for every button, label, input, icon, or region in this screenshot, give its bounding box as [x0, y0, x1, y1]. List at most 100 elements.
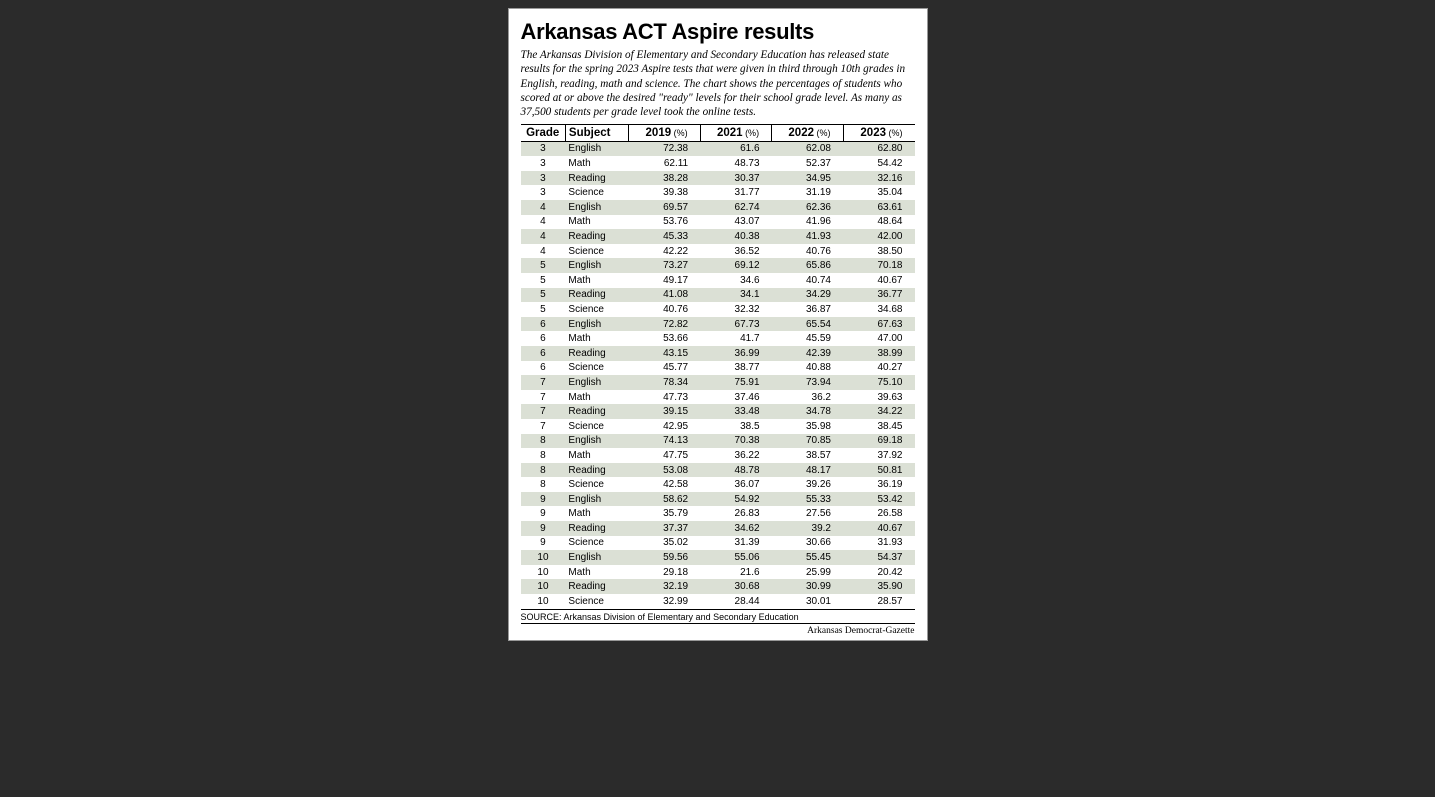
cell-y2022: 65.86 [772, 258, 843, 273]
cell-y2022: 41.93 [772, 229, 843, 244]
cell-y2022: 39.26 [772, 477, 843, 492]
cell-y2021: 75.91 [700, 375, 771, 390]
table-row: 4Math53.7643.0741.9648.64 [521, 215, 915, 230]
column-header-y2021: 2021 (%) [700, 124, 771, 141]
cell-y2023: 48.64 [843, 215, 915, 230]
cell-y2021: 32.32 [700, 302, 771, 317]
cell-y2022: 41.96 [772, 215, 843, 230]
cell-subject: Math [565, 506, 628, 521]
cell-y2019: 72.38 [629, 141, 700, 156]
cell-y2022: 30.66 [772, 536, 843, 551]
cell-y2019: 59.56 [629, 550, 700, 565]
cell-y2023: 42.00 [843, 229, 915, 244]
cell-subject: Science [565, 185, 628, 200]
cell-grade: 6 [521, 361, 566, 376]
cell-y2023: 67.63 [843, 317, 915, 332]
cell-y2021: 34.6 [700, 273, 771, 288]
cell-y2022: 39.2 [772, 521, 843, 536]
cell-y2022: 25.99 [772, 565, 843, 580]
cell-y2021: 21.6 [700, 565, 771, 580]
cell-grade: 6 [521, 331, 566, 346]
cell-y2022: 35.98 [772, 419, 843, 434]
cell-y2022: 34.29 [772, 288, 843, 303]
source-line: SOURCE: Arkansas Division of Elementary … [521, 609, 915, 623]
cell-subject: Science [565, 594, 628, 609]
cell-y2021: 34.1 [700, 288, 771, 303]
cell-y2021: 38.77 [700, 361, 771, 376]
table-row: 8Reading53.0848.7848.1750.81 [521, 463, 915, 478]
cell-y2019: 32.99 [629, 594, 700, 609]
page-subtitle: The Arkansas Division of Elementary and … [521, 48, 915, 120]
table-row: 10Science32.9928.4430.0128.57 [521, 594, 915, 609]
table-row: 3Math62.1148.7352.3754.42 [521, 156, 915, 171]
cell-y2019: 72.82 [629, 317, 700, 332]
cell-grade: 3 [521, 185, 566, 200]
cell-y2019: 47.75 [629, 448, 700, 463]
cell-grade: 8 [521, 434, 566, 449]
cell-y2021: 36.22 [700, 448, 771, 463]
cell-y2023: 36.77 [843, 288, 915, 303]
cell-y2021: 69.12 [700, 258, 771, 273]
cell-y2023: 35.04 [843, 185, 915, 200]
cell-y2021: 31.77 [700, 185, 771, 200]
cell-grade: 4 [521, 215, 566, 230]
cell-subject: English [565, 141, 628, 156]
cell-grade: 9 [521, 521, 566, 536]
cell-y2021: 37.46 [700, 390, 771, 405]
cell-y2021: 30.68 [700, 579, 771, 594]
table-row: 7Science42.9538.535.9838.45 [521, 419, 915, 434]
cell-y2019: 29.18 [629, 565, 700, 580]
cell-y2022: 34.95 [772, 171, 843, 186]
cell-grade: 7 [521, 375, 566, 390]
cell-grade: 10 [521, 565, 566, 580]
cell-y2023: 37.92 [843, 448, 915, 463]
cell-y2021: 54.92 [700, 492, 771, 507]
cell-y2019: 62.11 [629, 156, 700, 171]
cell-y2021: 48.78 [700, 463, 771, 478]
cell-grade: 9 [521, 492, 566, 507]
cell-y2021: 30.37 [700, 171, 771, 186]
infographic-card: Arkansas ACT Aspire results The Arkansas… [508, 8, 928, 641]
cell-y2023: 28.57 [843, 594, 915, 609]
cell-y2019: 78.34 [629, 375, 700, 390]
cell-subject: Math [565, 273, 628, 288]
results-table: GradeSubject2019 (%)2021 (%)2022 (%)2023… [521, 124, 915, 609]
cell-y2023: 35.90 [843, 579, 915, 594]
cell-y2023: 36.19 [843, 477, 915, 492]
cell-y2023: 70.18 [843, 258, 915, 273]
cell-grade: 5 [521, 258, 566, 273]
cell-y2023: 62.80 [843, 141, 915, 156]
cell-y2022: 27.56 [772, 506, 843, 521]
cell-y2019: 49.17 [629, 273, 700, 288]
cell-subject: Math [565, 390, 628, 405]
cell-y2021: 43.07 [700, 215, 771, 230]
table-row: 8Science42.5836.0739.2636.19 [521, 477, 915, 492]
cell-y2021: 31.39 [700, 536, 771, 551]
table-row: 9English58.6254.9255.3353.42 [521, 492, 915, 507]
cell-subject: Math [565, 215, 628, 230]
cell-y2022: 55.33 [772, 492, 843, 507]
cell-subject: English [565, 434, 628, 449]
cell-y2021: 36.07 [700, 477, 771, 492]
cell-subject: Science [565, 361, 628, 376]
cell-grade: 8 [521, 463, 566, 478]
table-row: 7English78.3475.9173.9475.10 [521, 375, 915, 390]
cell-y2021: 34.62 [700, 521, 771, 536]
cell-y2019: 74.13 [629, 434, 700, 449]
cell-y2021: 62.74 [700, 200, 771, 215]
cell-grade: 6 [521, 346, 566, 361]
cell-y2023: 31.93 [843, 536, 915, 551]
cell-y2019: 42.95 [629, 419, 700, 434]
cell-grade: 3 [521, 141, 566, 156]
cell-grade: 9 [521, 506, 566, 521]
cell-y2023: 34.68 [843, 302, 915, 317]
table-row: 6Reading43.1536.9942.3938.99 [521, 346, 915, 361]
table-row: 3Science39.3831.7731.1935.04 [521, 185, 915, 200]
cell-y2021: 36.99 [700, 346, 771, 361]
cell-subject: Reading [565, 229, 628, 244]
cell-subject: Math [565, 156, 628, 171]
cell-y2021: 33.48 [700, 404, 771, 419]
cell-y2022: 36.87 [772, 302, 843, 317]
table-row: 5English73.2769.1265.8670.18 [521, 258, 915, 273]
cell-y2022: 42.39 [772, 346, 843, 361]
